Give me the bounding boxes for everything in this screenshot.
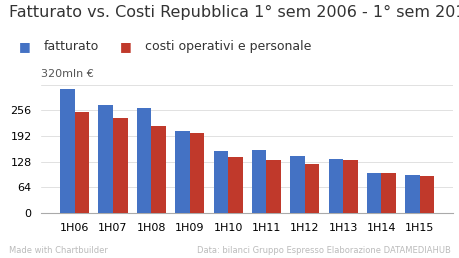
Text: fatturato: fatturato: [44, 40, 99, 53]
Bar: [404, 175, 419, 213]
Bar: [328, 159, 342, 213]
Bar: [113, 118, 127, 213]
Text: ■: ■: [119, 40, 131, 53]
Text: Made with Chartbuilder: Made with Chartbuilder: [9, 246, 108, 255]
Bar: [419, 176, 433, 213]
Bar: [290, 156, 304, 213]
Bar: [304, 164, 319, 213]
Text: ■: ■: [18, 40, 30, 53]
Bar: [342, 160, 357, 213]
Bar: [98, 105, 113, 213]
Bar: [74, 112, 89, 213]
Bar: [366, 173, 381, 213]
Bar: [189, 133, 204, 213]
Text: Fatturato vs. Costi Repubblica 1° sem 2006 - 1° sem 2015: Fatturato vs. Costi Repubblica 1° sem 20…: [9, 5, 459, 20]
Bar: [60, 89, 74, 213]
Bar: [381, 173, 395, 213]
Bar: [213, 151, 228, 213]
Text: 320mln €: 320mln €: [41, 69, 94, 79]
Bar: [175, 131, 189, 213]
Bar: [266, 160, 280, 213]
Text: costi operativi e personale: costi operativi e personale: [145, 40, 311, 53]
Bar: [252, 150, 266, 213]
Text: Data: bilanci Gruppo Espresso Elaborazione DATAMEDIAHUB: Data: bilanci Gruppo Espresso Elaborazio…: [196, 246, 450, 255]
Bar: [136, 108, 151, 213]
Bar: [151, 126, 166, 213]
Bar: [228, 157, 242, 213]
